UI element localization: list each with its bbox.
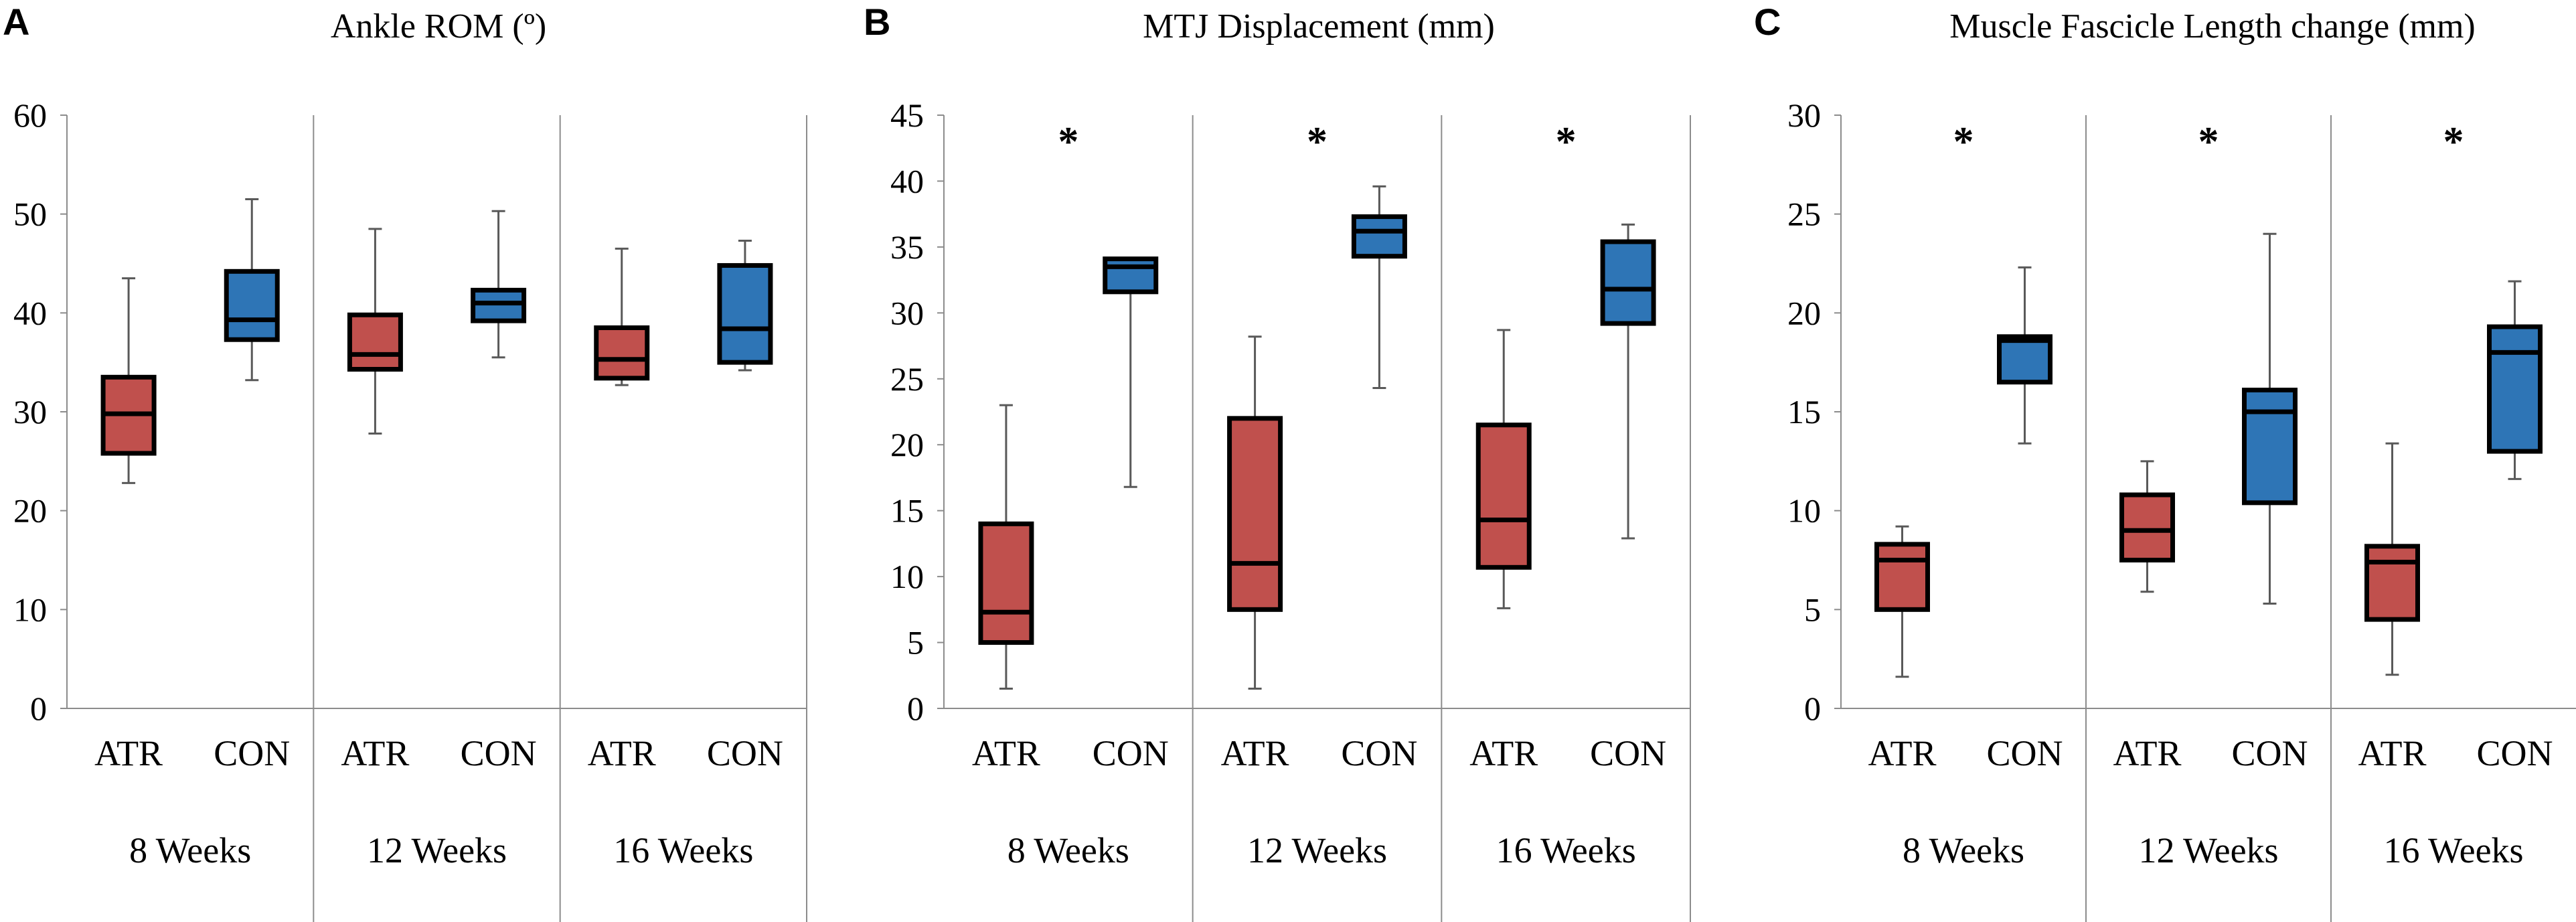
panel-b-y-tick-label: 5 [907, 624, 924, 662]
panel-a-box-con-16 [717, 262, 773, 365]
panel-b-box-con-16 [1600, 239, 1656, 326]
panel-b-category-label: ATR [1469, 733, 1538, 773]
panel-c-significance-marker: * [2198, 119, 2219, 165]
panel-c-box-con-16 [2487, 324, 2543, 454]
panel-c-group-label: 8 Weeks [1903, 830, 2024, 870]
panel-b-category-label: ATR [1221, 733, 1289, 773]
panel-c-y-tick-label: 10 [1787, 492, 1821, 530]
panel-a-y-tick-label: 50 [13, 196, 47, 233]
panel-b-significance-marker: * [1307, 119, 1327, 165]
panel-c-category-label: ATR [2113, 733, 2181, 773]
panel-a-y-tick-label: 60 [13, 96, 47, 134]
panel-c-letter: C [1754, 1, 1781, 43]
panel-c-y-tick-label: 30 [1787, 96, 1821, 134]
panel-c-category-label: ATR [2358, 733, 2426, 773]
panel-c-y-tick-label: 15 [1787, 393, 1821, 431]
panel-c-y-tick-label: 25 [1787, 196, 1821, 233]
panel-a-y-tick-label: 20 [13, 492, 47, 530]
panel-a-y-tick-label: 0 [30, 690, 47, 727]
panel-a-category-label: ATR [588, 733, 656, 773]
panel-b-y-tick-label: 0 [907, 690, 924, 727]
panel-a-box-con-8 [224, 268, 280, 342]
panel-a-box-con-12 [471, 287, 527, 323]
panel-a-y-tick-label: 40 [13, 294, 47, 331]
panel-b-y-tick-label: 40 [890, 162, 924, 200]
panel-b-box-con-12 [1351, 214, 1407, 259]
panel-b-box-atr-8 [978, 521, 1034, 645]
panel-c-group-label: 12 Weeks [2138, 830, 2278, 870]
panel-b-y-tick-label: 10 [890, 558, 924, 595]
panel-b-y-tick-label: 25 [890, 360, 924, 398]
panel-b-category-label: ATR [972, 733, 1040, 773]
panel-c-y-tick-label: 20 [1787, 294, 1821, 331]
panel-a-category-label: CON [214, 733, 290, 773]
panel-b-y-tick-label: 35 [890, 228, 924, 266]
panel-c-title: Muscle Fascicle Length change (mm) [1949, 7, 2476, 46]
panel-b-category-label: CON [1093, 733, 1169, 773]
panel-c-significance-marker: * [1953, 119, 1974, 165]
panel-b-letter: B [864, 1, 890, 43]
panel-a-y-tick-label: 10 [13, 591, 47, 628]
panel-c-box-atr-8 [1874, 542, 1930, 612]
panel-c-category-label: CON [2231, 733, 2308, 773]
panel-a-letter: A [3, 1, 29, 43]
panel-b-category-label: CON [1590, 733, 1666, 773]
panel-c-category-label: ATR [1868, 733, 1936, 773]
panel-b-significance-marker: * [1556, 119, 1577, 165]
panel-a-group-label: 16 Weeks [613, 830, 753, 870]
panel-c-y-tick-label: 0 [1804, 690, 1821, 727]
panel-b-title: MTJ Displacement (mm) [1143, 7, 1495, 46]
panel-a-group-label: 8 Weeks [129, 830, 251, 870]
panel-b-y-tick-label: 20 [890, 426, 924, 463]
panel-b-y-tick-label: 45 [890, 96, 924, 134]
panel-a-category-label: ATR [341, 733, 409, 773]
panel-b-category-label: CON [1341, 733, 1417, 773]
panel-a-category-label: ATR [94, 733, 163, 773]
panel-c-group-label: 16 Weeks [2383, 830, 2523, 870]
panel-a-box-atr-12 [347, 312, 403, 372]
panel-b-box-atr-12 [1227, 416, 1283, 612]
panel-c-category-label: CON [1986, 733, 2063, 773]
panel-c-box-atr-16 [2364, 544, 2420, 622]
panel-b-group-label: 12 Weeks [1247, 830, 1387, 870]
panel-b-y-tick-label: 30 [890, 294, 924, 331]
panel-b-box-atr-16 [1475, 422, 1532, 570]
panel-b-significance-marker: * [1058, 119, 1078, 165]
panel-a-group-label: 12 Weeks [367, 830, 507, 870]
panel-a-title: Ankle ROM (º) [331, 7, 546, 46]
panel-c-category-label: CON [2476, 733, 2553, 773]
panel-b-group-label: 16 Weeks [1496, 830, 1636, 870]
panel-c-box-con-8 [1997, 334, 2052, 385]
panel-c-significance-marker: * [2443, 119, 2464, 165]
panel-a-box-atr-16 [594, 325, 650, 381]
panel-b-group-label: 8 Weeks [1008, 830, 1129, 870]
panel-b-y-tick-label: 15 [890, 492, 924, 530]
panel-a-category-label: CON [707, 733, 783, 773]
panel-a-category-label: CON [461, 733, 537, 773]
panel-b-box-con-8 [1103, 256, 1159, 295]
panel-a-y-tick-label: 30 [13, 393, 47, 431]
panel-c-y-tick-label: 5 [1804, 591, 1821, 628]
panel-c-box-con-12 [2242, 388, 2298, 506]
panel-c-box-atr-12 [2119, 492, 2175, 562]
